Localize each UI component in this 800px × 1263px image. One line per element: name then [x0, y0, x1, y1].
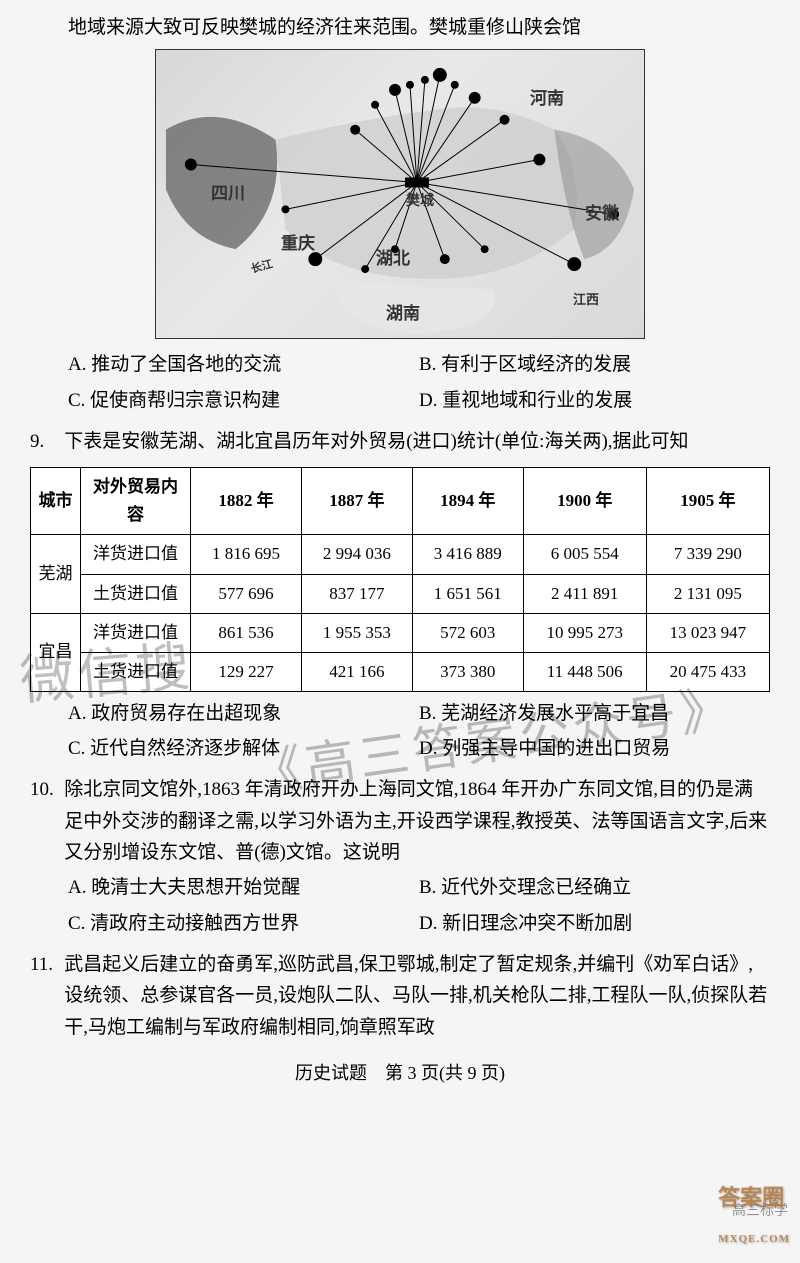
q10-options-row1: A. 晚清士大夫思想开始觉醒 B. 近代外交理念已经确立 — [30, 872, 770, 903]
q9-opt-c: C. 近代自然经济逐步解体 — [68, 733, 419, 764]
map-figure: 河南 四川 重庆 湖北 湖南 安徽 江西 樊城 长江 — [155, 49, 645, 339]
q10-text: 除北京同文馆外,1863 年清政府开办上海同文馆,1864 年开办广东同文馆,目… — [64, 779, 767, 863]
cell: 2 131 095 — [646, 574, 769, 613]
q8-opt-a: A. 推动了全国各地的交流 — [68, 349, 419, 380]
trade-table: 城市 对外贸易内容 1882 年 1887 年 1894 年 1900 年 19… — [30, 467, 770, 691]
cell: 20 475 433 — [646, 652, 769, 691]
q8-opt-b: B. 有利于区域经济的发展 — [419, 349, 770, 380]
cell: 6 005 554 — [523, 535, 646, 574]
th-1900: 1900 年 — [523, 468, 646, 535]
q9-text: 下表是安徽芜湖、湖北宜昌历年对外贸易(进口)统计(单位:海关两),据此可知 — [64, 431, 688, 452]
q9-options-row2: C. 近代自然经济逐步解体 D. 列强主导中国的进出口贸易 — [30, 733, 770, 764]
q10-opt-a: A. 晚清士大夫思想开始觉醒 — [68, 872, 419, 903]
q11: 11. 武昌起义后建立的奋勇军,巡防武昌,保卫鄂城,制定了暂定规条,并编刊《劝军… — [30, 949, 770, 1043]
q9-opt-d: D. 列强主导中国的进出口贸易 — [419, 733, 770, 764]
th-1894: 1894 年 — [412, 468, 523, 535]
cell: 129 227 — [191, 652, 302, 691]
map-label-sichuan: 四川 — [211, 180, 245, 208]
corner-main: 答案圈 — [718, 1185, 784, 1210]
map-label-jiangxi: 江西 — [573, 289, 599, 310]
q10-num: 10. — [30, 774, 54, 805]
cell: 1 816 695 — [191, 535, 302, 574]
q9: 9. 下表是安徽芜湖、湖北宜昌历年对外贸易(进口)统计(单位:海关两),据此可知… — [30, 426, 770, 764]
map-label-hunan: 湖南 — [386, 300, 420, 328]
cell: 13 023 947 — [646, 613, 769, 652]
th-1905: 1905 年 — [646, 468, 769, 535]
cell: 421 166 — [301, 652, 412, 691]
cell: 7 339 290 — [646, 535, 769, 574]
q8-options-row2: C. 促使商帮归宗意识构建 D. 重视地域和行业的发展 — [30, 385, 770, 416]
q10-opt-d: D. 新旧理念冲突不断加剧 — [419, 908, 770, 939]
cell: 3 416 889 — [412, 535, 523, 574]
th-1887: 1887 年 — [301, 468, 412, 535]
q11-num: 11. — [30, 949, 53, 980]
q8-opt-d: D. 重视地域和行业的发展 — [419, 385, 770, 416]
cell: 1 955 353 — [301, 613, 412, 652]
th-content: 对外贸易内容 — [81, 468, 191, 535]
cell: 2 994 036 — [301, 535, 412, 574]
th-1882: 1882 年 — [191, 468, 302, 535]
map-label-anhui: 安徽 — [585, 200, 619, 228]
cell: 10 995 273 — [523, 613, 646, 652]
row-label-3: 土货进口值 — [81, 652, 191, 691]
map-label-fancheng: 樊城 — [406, 190, 434, 213]
q10-options-row2: C. 清政府主动接触西方世界 D. 新旧理念冲突不断加剧 — [30, 908, 770, 939]
cell: 572 603 — [412, 613, 523, 652]
cell: 373 380 — [412, 652, 523, 691]
th-city: 城市 — [31, 468, 81, 535]
corner-url: MXQE.COM — [718, 1233, 790, 1245]
q10: 10. 除北京同文馆外,1863 年清政府开办上海同文馆,1864 年开办广东同… — [30, 774, 770, 939]
page-footer: 历史试题 第 3 页(共 9 页) — [30, 1059, 770, 1089]
q11-text: 武昌起义后建立的奋勇军,巡防武昌,保卫鄂城,制定了暂定规条,并编刊《劝军白话》,… — [64, 954, 767, 1038]
intro-text: 地域来源大致可反映樊城的经济往来范围。樊城重修山陕会馆 — [30, 12, 770, 43]
row-label-2: 洋货进口值 — [81, 613, 191, 652]
cell: 1 651 561 — [412, 574, 523, 613]
cell: 11 448 506 — [523, 652, 646, 691]
cell: 861 536 — [191, 613, 302, 652]
map-label-chongqing: 重庆 — [281, 230, 315, 258]
map-label-henan: 河南 — [530, 85, 564, 113]
row-label-0: 洋货进口值 — [81, 535, 191, 574]
q8-options-row1: A. 推动了全国各地的交流 B. 有利于区域经济的发展 — [30, 349, 770, 380]
q9-options-row1: A. 政府贸易存在出超现象 B. 芜湖经济发展水平高于宜昌 — [30, 698, 770, 729]
q9-num: 9. — [30, 426, 44, 457]
cell: 2 411 891 — [523, 574, 646, 613]
q10-opt-c: C. 清政府主动接触西方世界 — [68, 908, 419, 939]
city-wuhu: 芜湖 — [31, 535, 81, 613]
cell: 577 696 — [191, 574, 302, 613]
q9-opt-a: A. 政府贸易存在出超现象 — [68, 698, 419, 729]
city-yichang: 宜昌 — [31, 613, 81, 691]
q8-opt-c: C. 促使商帮归宗意识构建 — [68, 385, 419, 416]
q9-opt-b: B. 芜湖经济发展水平高于宜昌 — [419, 698, 770, 729]
corner-mark: 答案圈 MXQE.COM — [718, 1180, 790, 1253]
row-label-1: 土货进口值 — [81, 574, 191, 613]
map-label-hubei: 湖北 — [376, 245, 410, 273]
q10-opt-b: B. 近代外交理念已经确立 — [419, 872, 770, 903]
cell: 837 177 — [301, 574, 412, 613]
